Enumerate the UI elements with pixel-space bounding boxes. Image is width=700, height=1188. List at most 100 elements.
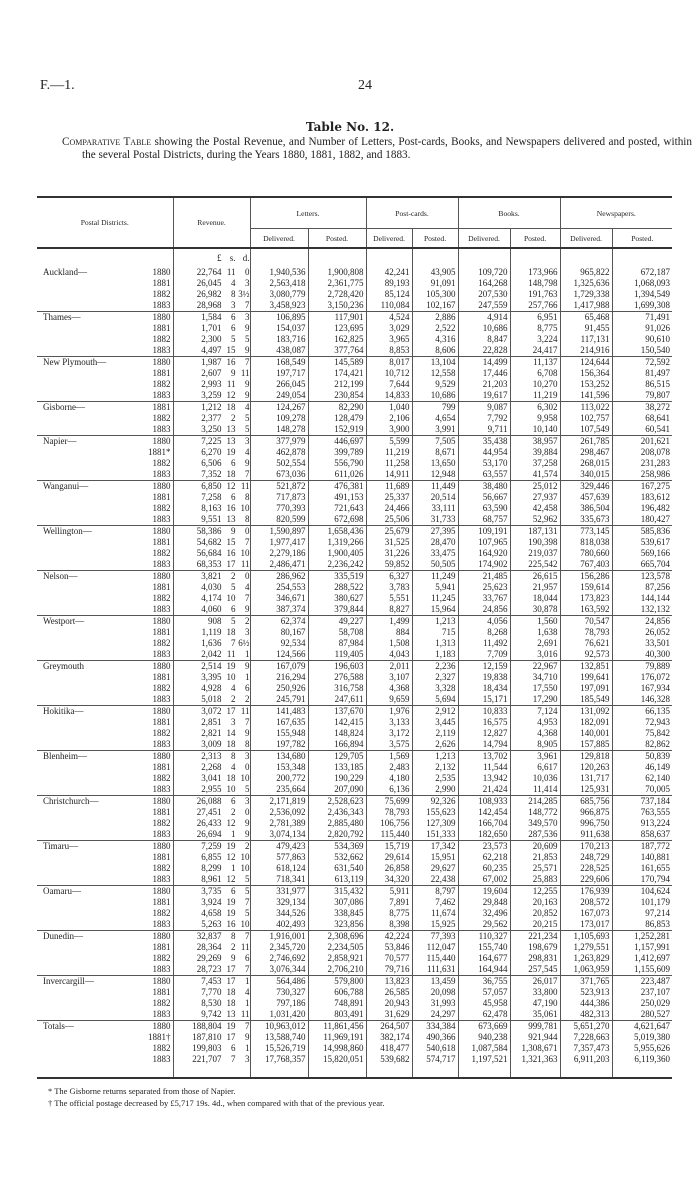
books-posted: 11,414 xyxy=(509,784,561,796)
post-cards-delivered: 59,852 xyxy=(365,559,413,571)
books-posted: 17,550 xyxy=(509,683,561,694)
post-cards-posted: 490,366 xyxy=(411,1032,459,1043)
revenue-shillings: 3 xyxy=(231,300,236,310)
year: 1883 xyxy=(152,559,171,569)
revenue-pounds: 4,658 xyxy=(201,908,222,918)
letters-posted: 315,432 xyxy=(307,885,367,897)
letters-posted: 491,153 xyxy=(307,492,367,503)
district-cell: 1882 xyxy=(37,379,173,390)
post-cards-posted: 7,462 xyxy=(411,897,459,908)
post-cards-delivered: 75,699 xyxy=(365,795,413,807)
books-posted: 3,016 xyxy=(509,649,561,661)
letters-posted: 145,589 xyxy=(307,356,367,368)
year: 1883 xyxy=(152,829,171,839)
table-row: 1882 6,506 6 9 502,554 556,790 11,258 13,650 53,… xyxy=(37,458,673,469)
table-row: Greymouth 1880 2,514 19 9 167,079 196,603 2,011… xyxy=(37,660,673,672)
revenue-pounds: 6,850 xyxy=(201,481,222,491)
table-row: Thames— 1880 1,584 6 3 106,895 117,901 4,524 2,8… xyxy=(37,311,673,323)
newspapers-delivered: 170,213 xyxy=(559,840,613,852)
district-cell: 1881 xyxy=(37,582,173,593)
letters-delivered: 797,186 xyxy=(249,998,308,1009)
books-posted: 6,302 xyxy=(509,401,561,413)
books-delivered: 207,530 xyxy=(457,289,511,300)
district-cell: 1881 xyxy=(37,537,173,548)
revenue-pence: 9 xyxy=(245,1032,250,1042)
post-cards-delivered: 4,180 xyxy=(365,773,413,784)
post-cards-posted: 1,213 xyxy=(411,750,459,762)
district-cell: 1881 xyxy=(37,627,173,638)
post-cards-delivered: 9,659 xyxy=(365,694,413,706)
books-delivered: 21,203 xyxy=(457,379,511,390)
revenue-cell: 22,764 11 0 xyxy=(172,267,250,278)
district-cell: 1882 xyxy=(37,503,173,514)
post-cards-posted: 11,245 xyxy=(411,593,459,604)
post-cards-posted: 13,104 xyxy=(411,356,459,368)
revenue-shillings: 13 xyxy=(226,1009,236,1019)
district-cell: 1882 xyxy=(37,1043,173,1054)
letters-delivered: 3,080,779 xyxy=(249,289,308,300)
books-delivered: 11,492 xyxy=(457,638,511,649)
year: 1880 xyxy=(152,526,171,536)
books-delivered: 247,559 xyxy=(457,300,511,312)
district-cell: 1881 xyxy=(37,672,173,683)
header-newspapers: Newspapers. xyxy=(559,197,673,229)
books-delivered: 109,191 xyxy=(457,525,511,537)
letters-delivered: 134,680 xyxy=(249,750,308,762)
year: 1880 xyxy=(152,312,171,322)
revenue-cell: 3,735 6 5 xyxy=(172,885,250,897)
revenue-cell: 26,088 6 3 xyxy=(172,795,250,807)
post-cards-delivered: 382,174 xyxy=(365,1032,413,1043)
revenue-cell: 26,694 1 9 xyxy=(172,829,250,841)
newspapers-posted: 280,527 xyxy=(611,1009,673,1021)
revenue-pounds: 2,851 xyxy=(201,717,222,727)
letters-delivered: 1,940,536 xyxy=(249,267,308,278)
newspapers-delivered: 329,446 xyxy=(559,480,613,492)
revenue-cell: 7,225 13 3 xyxy=(172,435,250,447)
table-row: 1882 56,684 16 10 2,279,186 1,900,405 31,226 33… xyxy=(37,548,673,559)
revenue-pounds: 3,924 xyxy=(201,897,222,907)
district-cell: 1882 xyxy=(37,548,173,559)
newspapers-posted: 86,853 xyxy=(611,919,673,931)
post-cards-posted: 105,300 xyxy=(411,289,459,300)
letters-posted: 2,308,696 xyxy=(307,930,367,942)
revenue-pounds: 29,269 xyxy=(196,953,222,963)
letters-delivered: 148,278 xyxy=(249,424,308,436)
revenue-cell: 9,742 13 11 xyxy=(172,1009,250,1021)
post-cards-posted: 2,626 xyxy=(411,739,459,751)
table-row: 1882 2,821 14 9 155,948 148,824 3,172 2,119 12,8… xyxy=(37,728,673,739)
books-delivered: 67,002 xyxy=(457,874,511,886)
post-cards-delivered: 4,368 xyxy=(365,683,413,694)
revenue-pounds: 8,299 xyxy=(201,863,222,873)
unit-pence: d. xyxy=(242,253,250,263)
letters-delivered: 1,590,897 xyxy=(249,525,308,537)
year: 1882 xyxy=(152,548,171,558)
post-cards-delivered: 2,011 xyxy=(365,660,413,672)
revenue-shillings: 5 xyxy=(231,582,236,592)
revenue-shillings: 16 xyxy=(226,357,236,367)
revenue-pence: 1 xyxy=(245,649,250,659)
table-row: 1882 3,041 18 10 200,772 190,229 4,180 2,535 13,… xyxy=(37,773,673,784)
revenue-cell: 2,377 2 5 xyxy=(172,413,250,424)
letters-posted: 2,234,505 xyxy=(307,942,367,953)
post-cards-posted: 28,470 xyxy=(411,537,459,548)
table-row: Hokitika— 1880 3,072 17 11 141,483 137,670 1,97… xyxy=(37,705,673,717)
post-cards-delivered: 24,466 xyxy=(365,503,413,514)
newspapers-posted: 90,610 xyxy=(611,334,673,345)
revenue-pence: 3 xyxy=(245,751,250,761)
revenue-shillings: 8 xyxy=(231,931,236,941)
post-cards-posted: 50,505 xyxy=(411,559,459,571)
page-reference: F.—1. xyxy=(40,78,75,93)
district-cell: 1883 xyxy=(37,1009,173,1021)
table-row: 1883 8,961 12 5 718,341 613,119 34,320 22,438 67… xyxy=(37,874,673,886)
books-posted: 6,951 xyxy=(509,311,561,323)
post-cards-delivered: 8,827 xyxy=(365,604,413,616)
post-cards-posted: 11,249 xyxy=(411,570,459,582)
revenue-pounds: 3,009 xyxy=(201,739,222,749)
newspapers-posted: 237,107 xyxy=(611,987,673,998)
books-posted: 18,044 xyxy=(509,593,561,604)
revenue-pence: 3 xyxy=(245,1054,250,1064)
newspapers-delivered: 65,468 xyxy=(559,311,613,323)
letters-posted: 380,627 xyxy=(307,593,367,604)
revenue-pence: 0 xyxy=(245,267,250,277)
letters-delivered: 106,895 xyxy=(249,311,308,323)
